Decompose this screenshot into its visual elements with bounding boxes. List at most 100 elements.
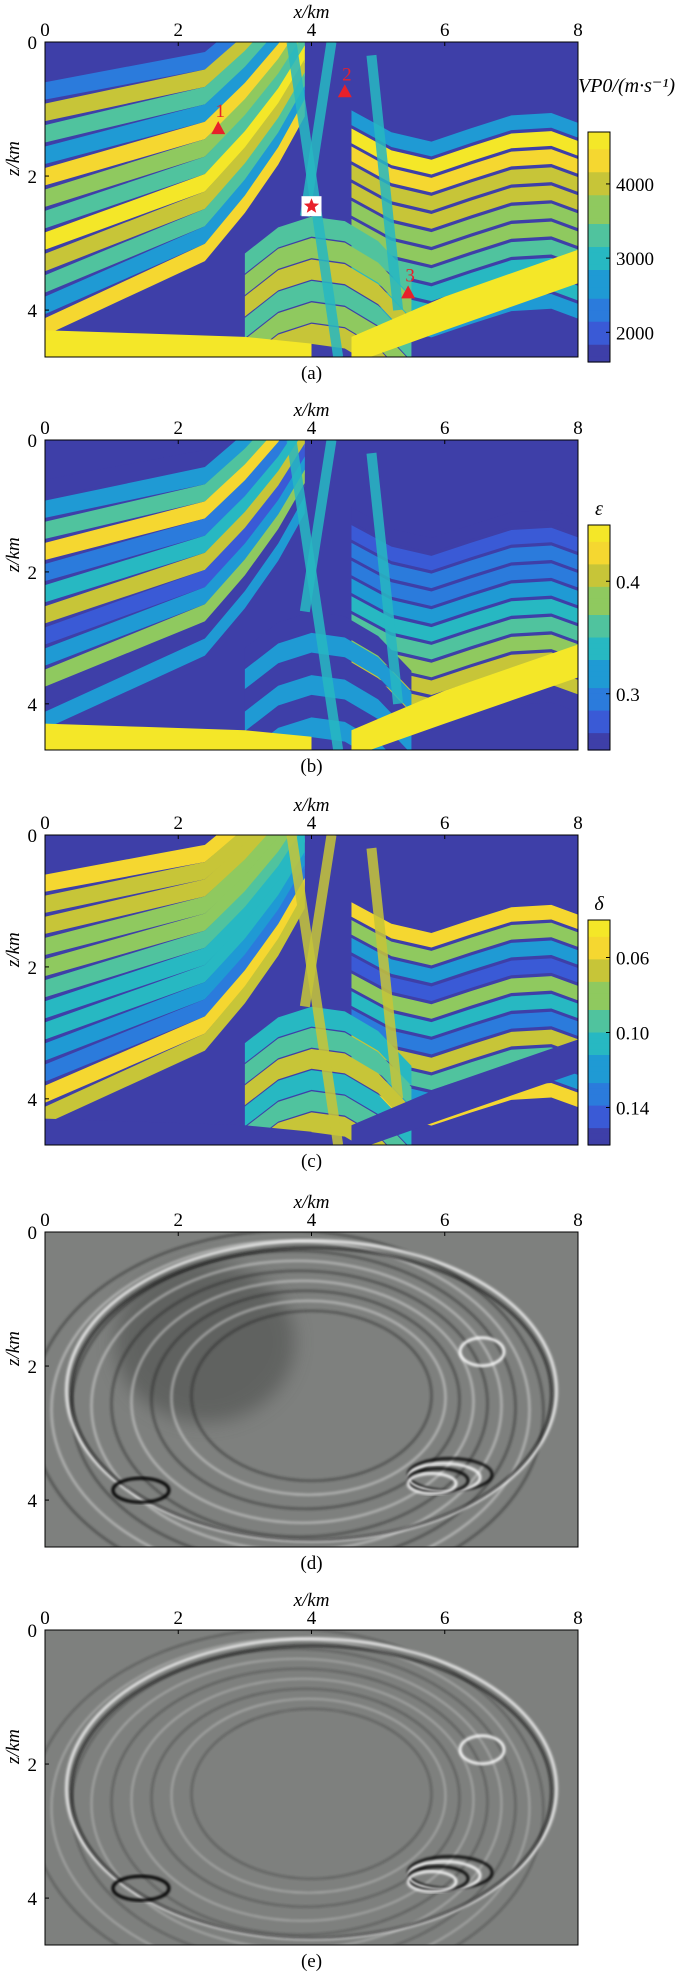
anticline-layer [244,611,412,691]
colorbar-segment [588,356,610,363]
model-layer [45,440,269,539]
colorbar-segment [588,212,610,219]
colorbar-segment [588,195,610,202]
model-layer [45,45,305,250]
colorbar-frame [587,131,611,363]
colorbar-segment [588,631,610,639]
wavefront-arc [90,1658,503,1945]
colorbar-segment [588,137,610,145]
colorbar-segment [588,149,610,156]
colorbar-segment [588,553,610,560]
y-tick-label: 4 [28,1090,38,1111]
x-tick-label: 0 [40,1210,50,1231]
reflection-event [406,1472,458,1495]
colorbar-segment [588,598,610,605]
colorbar-segment [588,536,610,543]
model-layer [45,864,305,1082]
panel-caption: (a) [301,363,322,384]
colorbar-segment [588,132,610,139]
colorbar-label: ε [595,498,603,520]
colorbar-segment [588,942,610,949]
colorbar-segment [588,648,610,655]
anticline-layer [244,259,412,340]
colorbar-segment [588,1122,610,1129]
colorbar-segment [588,1083,610,1090]
colorbar-segment [588,727,610,734]
colorbar-segment [588,643,610,650]
colorbar-segment [588,321,610,329]
y-tick-label: 0 [28,33,38,54]
anticline-layer [244,1070,412,1145]
outer-wavefront-dark [70,1644,553,1940]
model-layer [351,920,578,966]
colorbar-segment [588,1139,610,1146]
x-axis-label: x/km [293,400,330,421]
model-layer [45,496,305,729]
model-layer [351,128,578,175]
model-layer [351,578,578,624]
x-tick-label: 6 [440,813,450,834]
colorbar-segment [588,682,610,689]
colorbar-segment [588,688,610,695]
x-tick-label: 0 [40,813,50,834]
colorbar-segment [588,998,610,1005]
fault-zone [299,440,337,613]
colorbar-segment [588,581,610,588]
x-tick-label: 0 [40,418,50,439]
model-layer [351,955,578,1001]
model-layer [351,200,578,247]
colorbar-segment [588,530,610,537]
anticline-layer [244,696,407,750]
x-tick-label: 2 [174,20,184,41]
colorbar-segment [588,570,610,577]
basement-layer [45,1118,312,1145]
y-tick-label: 2 [28,563,38,584]
model-layer [45,58,305,272]
colorbar-segment [588,987,610,994]
anticline-layer [244,675,412,750]
model-layer [45,835,292,977]
colorbar-segment [588,1111,610,1118]
colorbar-segment [588,143,610,150]
model-layer [45,838,305,1040]
colorbar: 4000 3000 2000 VP0/(m·s⁻¹) [578,75,675,363]
model-layer [351,631,578,678]
colorbar-segment [588,166,610,173]
x-tick-label: 0 [40,20,50,41]
wavefront-arc [110,1269,489,1538]
colorbar-segment [588,304,610,311]
colorbar-segment [588,575,610,582]
model-layers [45,835,578,1145]
model-layers [45,440,578,750]
x-tick-label: 4 [307,1608,317,1629]
colorbar-segment [588,252,610,260]
colorbar-segment [588,270,610,277]
basement-layer [45,330,312,357]
y-tick-label: 0 [28,1621,38,1642]
model-layer [351,507,578,553]
x-axis-label: x/km [293,1590,330,1611]
receiver-label: 1 [215,101,225,122]
colorbar-segment [588,1026,610,1034]
receiver-marker [211,121,226,135]
colorbar-segment [588,344,610,352]
colorbar-segment [588,547,610,554]
wedge-layer [351,1039,578,1145]
colorbar-segment [588,620,610,627]
model-layer [45,42,269,143]
colorbar-segment [588,293,610,300]
model-layer [351,596,578,642]
y-axis-label: z/km [3,141,24,177]
x-axis-label: x/km [293,795,330,816]
colorbar-segment [588,716,610,723]
y-tick-label: 2 [28,167,38,188]
fault-zone [299,42,337,218]
colorbar-segment [588,705,610,712]
model-layer [45,42,255,122]
colorbar-segment [588,183,610,191]
x-tick-label: 4 [307,1210,317,1231]
colorbar-segment [588,247,610,254]
colorbar-segment [588,615,610,622]
